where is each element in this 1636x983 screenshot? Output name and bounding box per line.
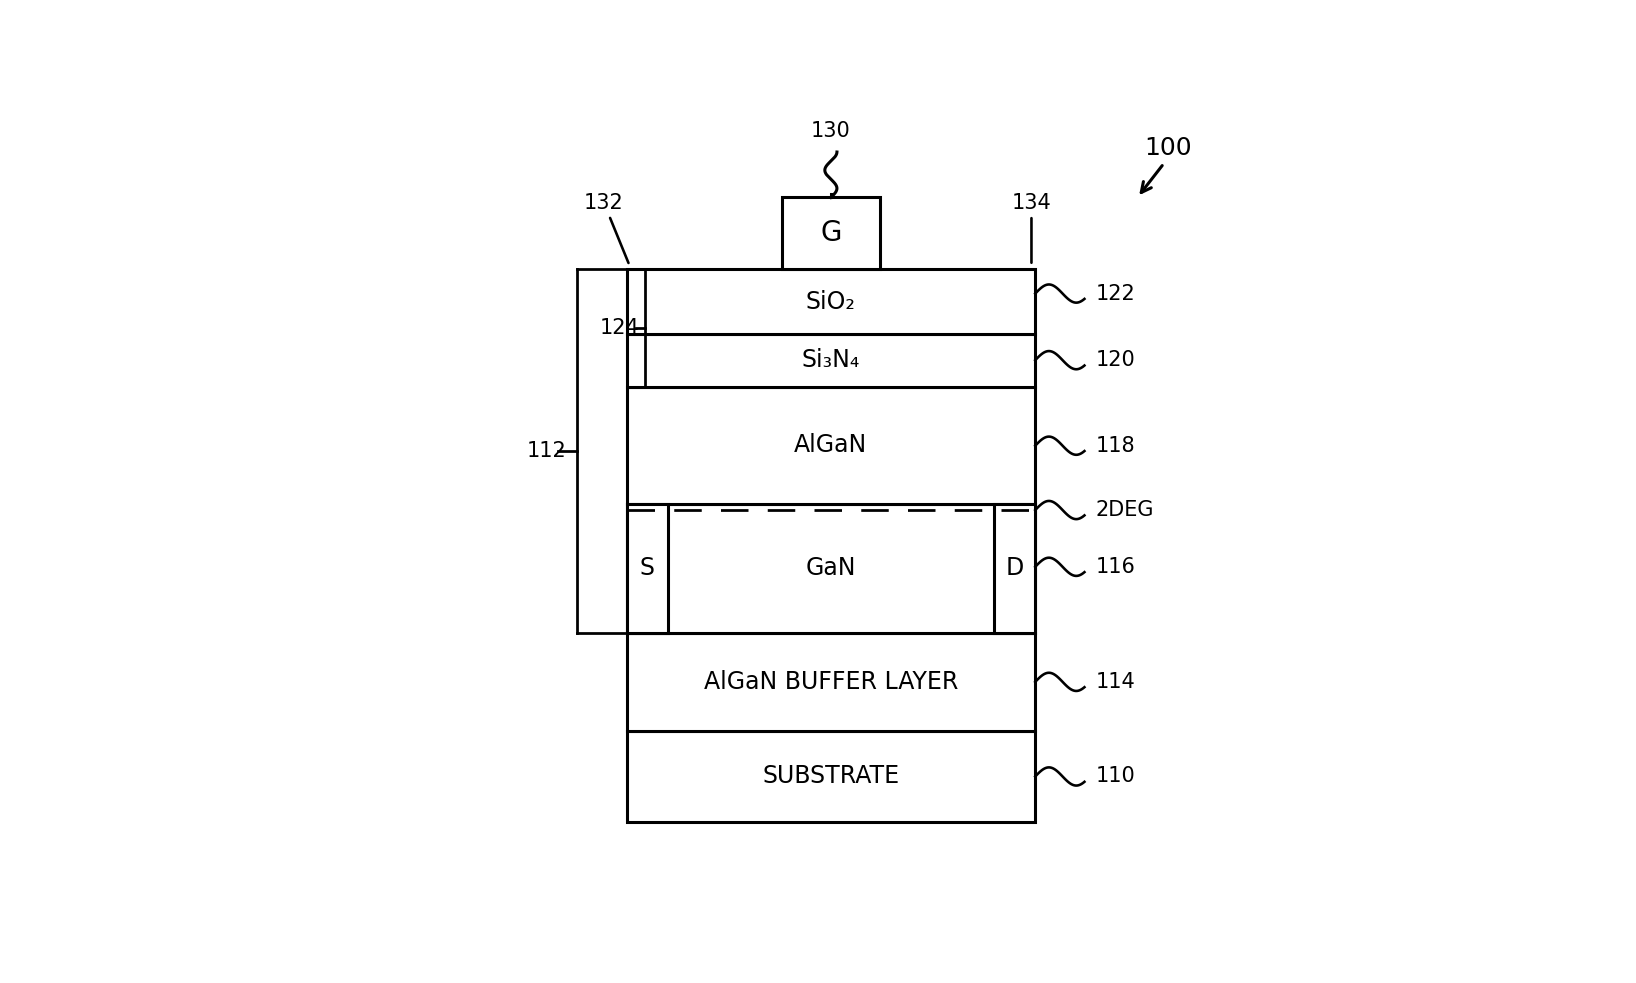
- Text: SUBSTRATE: SUBSTRATE: [762, 765, 900, 788]
- Bar: [627, 731, 1036, 822]
- Text: 130: 130: [811, 121, 851, 141]
- Text: 114: 114: [1096, 671, 1135, 692]
- Text: 100: 100: [1144, 136, 1191, 159]
- Bar: [627, 333, 1036, 386]
- Text: 120: 120: [1096, 350, 1135, 371]
- Text: 2DEG: 2DEG: [1096, 500, 1155, 520]
- Text: AlGaN BUFFER LAYER: AlGaN BUFFER LAYER: [703, 669, 959, 694]
- Text: 118: 118: [1096, 435, 1135, 456]
- Text: AlGaN: AlGaN: [793, 434, 867, 457]
- Text: 132: 132: [584, 193, 628, 263]
- Bar: [627, 386, 1036, 504]
- Text: 122: 122: [1096, 283, 1135, 304]
- Bar: [993, 504, 1036, 633]
- Text: SiO₂: SiO₂: [807, 290, 856, 314]
- Text: Si₃N₄: Si₃N₄: [802, 348, 861, 373]
- Text: 112: 112: [527, 441, 566, 461]
- Text: S: S: [640, 556, 654, 580]
- Bar: [627, 504, 667, 633]
- Bar: [627, 504, 1036, 633]
- Text: GaN: GaN: [805, 556, 856, 580]
- Bar: [782, 198, 880, 269]
- Bar: [627, 269, 1036, 333]
- Text: 110: 110: [1096, 767, 1135, 786]
- Text: 134: 134: [1011, 193, 1052, 262]
- Text: 124: 124: [600, 318, 640, 338]
- Text: G: G: [820, 219, 841, 248]
- Bar: [627, 633, 1036, 731]
- Text: 116: 116: [1096, 556, 1135, 577]
- Text: D: D: [1005, 556, 1024, 580]
